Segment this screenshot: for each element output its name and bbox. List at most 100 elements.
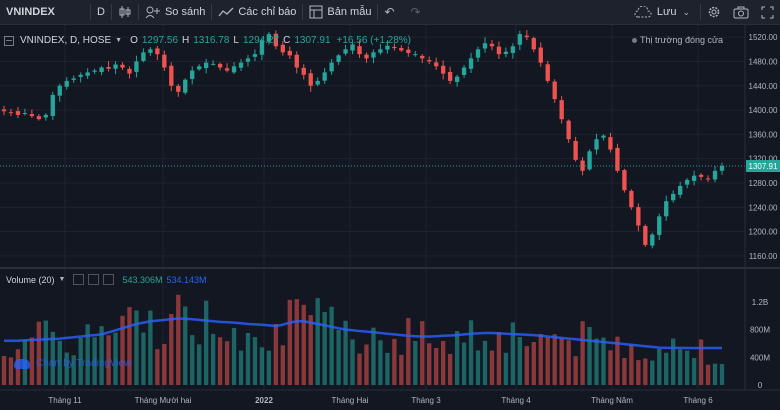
volume-bar — [266, 350, 272, 385]
volume-legend: Volume (20) ▼ 543.306M 534.143M — [6, 274, 207, 285]
indicators-button[interactable]: Các chỉ báo — [212, 0, 302, 24]
volume-bar — [629, 344, 634, 385]
volume-value: 543.306M — [122, 274, 163, 285]
candle-body — [238, 62, 244, 68]
candle-body — [385, 45, 390, 50]
fullscreen-button[interactable] — [755, 0, 780, 24]
price-chart[interactable]: 1520.00 1480.00 1440.00 1400.00 1360.00 1320.… — [0, 25, 780, 410]
volume-tick-label: 400M — [750, 353, 770, 362]
candle-body — [622, 170, 627, 191]
candle-body — [503, 51, 509, 55]
candle-body — [629, 190, 634, 208]
volume-bar — [148, 310, 153, 385]
volume-bar — [587, 327, 592, 385]
volume-bar — [406, 318, 411, 385]
candle-body — [489, 43, 495, 47]
candle-body — [712, 170, 718, 180]
volume-bar — [120, 315, 125, 385]
save-button[interactable]: Lưu ⌄ — [628, 0, 700, 24]
templates-button[interactable]: Bản mẫu — [303, 0, 377, 24]
candle-body — [294, 54, 299, 68]
volume-bar — [169, 313, 174, 385]
volume-bar — [155, 349, 160, 385]
volume-bar — [203, 300, 209, 385]
time-axis[interactable]: Tháng 11 Tháng Mười hai 2022 Tháng Hai Tháng… — [48, 396, 713, 405]
volume-bar — [524, 346, 529, 385]
candle-body — [531, 38, 536, 50]
candle-body — [392, 46, 397, 49]
price-axis[interactable]: 1520.00 1480.00 1440.00 1400.00 1360.00 1320.… — [749, 33, 778, 261]
volume-bar — [141, 332, 146, 385]
candles — [1, 30, 725, 249]
candle-body — [92, 70, 97, 72]
compare-button[interactable]: So sánh — [139, 0, 211, 24]
symbol-search[interactable]: VNINDEX — [0, 0, 90, 24]
candles-icon — [119, 6, 131, 18]
candle-body — [1, 109, 7, 112]
snapshot-button[interactable] — [727, 0, 755, 24]
legend-title[interactable]: VNINDEX, D, HOSE — [20, 35, 112, 46]
candle-body — [141, 52, 146, 61]
volume-bar — [719, 364, 725, 385]
volume-bar — [190, 335, 195, 385]
candle-body — [399, 48, 404, 51]
market-status: Thị trường đóng cửa — [632, 35, 723, 45]
undo-button[interactable]: ↶ — [378, 0, 404, 24]
volume-bar — [50, 331, 55, 385]
volume-bar — [245, 332, 251, 385]
volume-bar — [57, 340, 62, 385]
volume-bar — [371, 327, 376, 385]
chevron-down-icon: ⌄ — [682, 6, 690, 17]
volume-bar — [294, 299, 299, 385]
eye-icon[interactable] — [73, 274, 85, 285]
time-tick-label: Tháng Mười hai — [135, 396, 192, 405]
candle-body — [461, 67, 467, 75]
candle-body — [454, 76, 460, 82]
volume-bar — [301, 304, 306, 385]
volume-bar — [622, 358, 627, 385]
grid-lines — [0, 25, 745, 390]
tradingview-watermark[interactable]: Chart by TradingView — [14, 358, 131, 369]
volume-bar — [691, 357, 697, 385]
candle-body — [252, 54, 258, 57]
candle-body — [552, 81, 557, 100]
time-tick-label: Tháng Hai — [332, 396, 369, 405]
status-dot-icon — [632, 38, 637, 44]
volume-bar — [559, 338, 564, 385]
volume-bar — [64, 352, 69, 385]
candle-body — [684, 179, 690, 185]
caret-down-icon[interactable]: ▼ — [58, 276, 66, 283]
collapse-icon[interactable] — [4, 35, 14, 46]
settings-mini-icon[interactable] — [88, 274, 100, 285]
candle-body — [57, 85, 62, 96]
settings-button[interactable] — [701, 0, 727, 24]
volume-bar — [134, 310, 139, 385]
candle-body — [517, 34, 523, 45]
price-tick-label: 1280.00 — [749, 179, 778, 188]
volume-bar — [427, 343, 432, 385]
close-mini-icon[interactable] — [103, 274, 115, 285]
candle-body — [224, 68, 230, 71]
candle-body — [231, 66, 237, 73]
redo-button[interactable]: ↷ — [405, 0, 431, 24]
volume-bar — [636, 360, 641, 385]
volume-bar — [615, 336, 620, 385]
volume-bar — [336, 329, 341, 385]
change-value: +16.56 (+1.28%) — [336, 35, 412, 46]
interval-button[interactable]: D — [91, 0, 111, 24]
volume-bar — [657, 348, 662, 385]
volume-bar — [99, 326, 104, 385]
volume-bar — [573, 356, 578, 385]
chart-type-button[interactable] — [112, 0, 138, 24]
price-tick-label: 1360.00 — [749, 130, 778, 139]
volume-bar — [92, 337, 97, 385]
candle-body — [538, 47, 543, 63]
caret-down-icon[interactable]: ▼ — [115, 37, 123, 44]
volume-bar — [378, 340, 383, 385]
volume-bar — [503, 352, 509, 385]
candle-body — [434, 62, 439, 67]
volume-axis[interactable]: 1.2B 800M 400M 0 — [750, 298, 770, 390]
volume-legend-title[interactable]: Volume (20) — [6, 274, 55, 285]
low-label: L — [233, 35, 239, 46]
candle-body — [169, 65, 174, 86]
